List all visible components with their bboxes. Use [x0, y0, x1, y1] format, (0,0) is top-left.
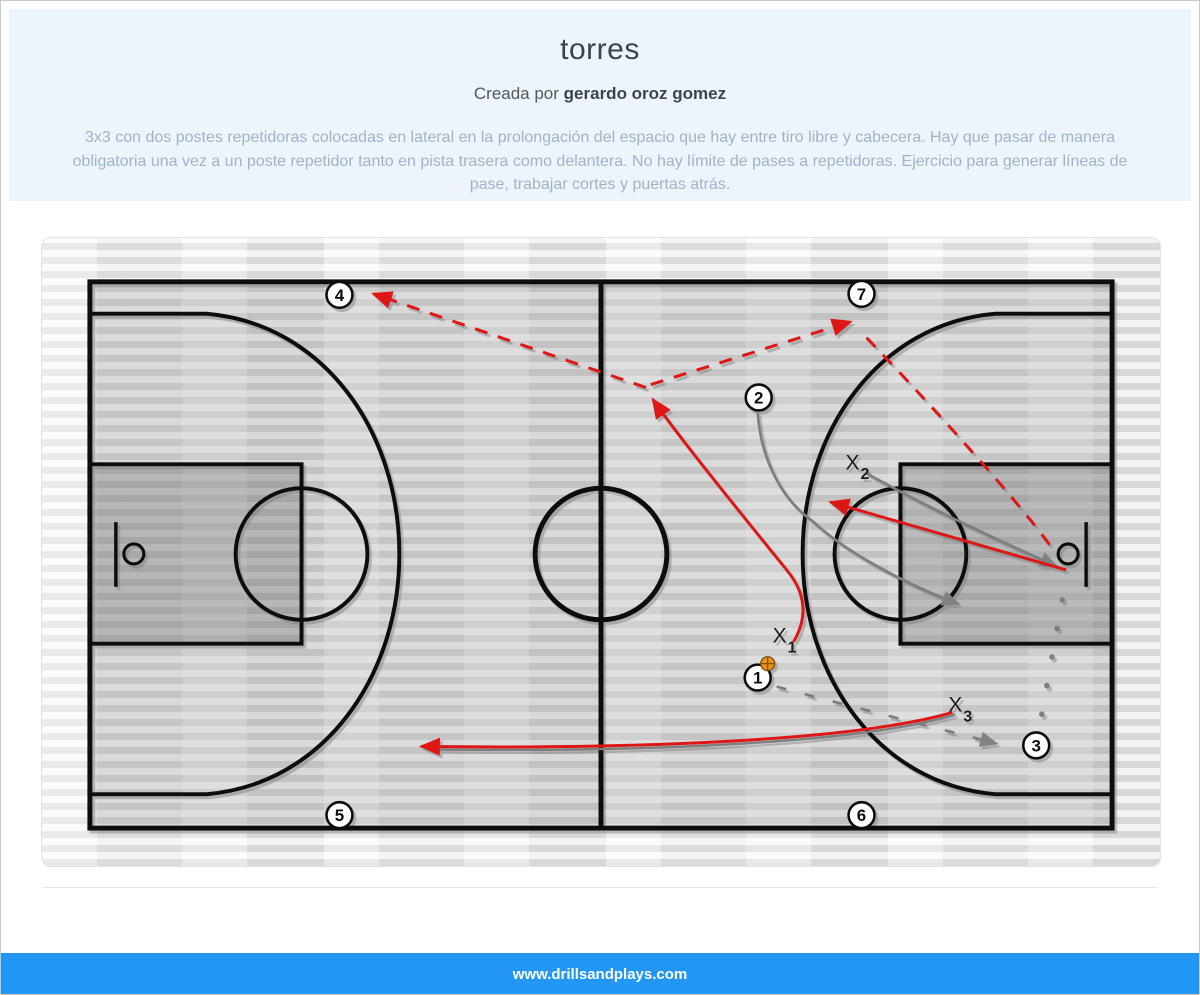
player-marker-4: 4 — [325, 280, 354, 310]
byline: Creada por gerardo oroz gomez — [9, 84, 1191, 104]
svg-text:1: 1 — [753, 669, 762, 688]
svg-text:2: 2 — [754, 388, 763, 407]
author-name: gerardo oroz gomez — [563, 84, 727, 103]
divider — [43, 887, 1157, 888]
right-three-point-line — [800, 311, 1113, 797]
cut-line-player2 — [756, 412, 961, 606]
cut-line-x2 — [865, 472, 1059, 568]
pass-line-1-to-3 — [776, 685, 999, 747]
left-three-point-line — [89, 311, 402, 797]
defender-label-x2: X2 — [846, 451, 870, 483]
player-marker-2: 2 — [744, 383, 773, 412]
left-rim — [122, 542, 146, 566]
player-marker-5: 5 — [325, 800, 354, 830]
svg-text:5: 5 — [335, 806, 344, 825]
svg-text:7: 7 — [857, 285, 866, 304]
court-card: X1 X2 X3 4 7 2 — [41, 237, 1161, 867]
right-free-throw-circle — [832, 486, 969, 622]
left-free-throw-circle — [233, 486, 370, 622]
defender-label-x3: X3 — [948, 694, 972, 726]
dotted-line-basket-to-3 — [1038, 597, 1065, 721]
player-marker-1: 1 — [743, 663, 772, 692]
cut-arrow-basket-to-wing — [828, 498, 1067, 572]
svg-text:6: 6 — [857, 806, 866, 825]
defender-label-x1: X1 — [773, 625, 797, 657]
footer-site-link[interactable]: www.drillsandplays.com — [512, 966, 688, 983]
player-marker-6: 6 — [847, 800, 876, 830]
left-key — [87, 462, 304, 646]
svg-text:4: 4 — [335, 286, 345, 305]
drill-header: torres Creada por gerardo oroz gomez 3x3… — [9, 9, 1191, 201]
basketball-icon — [760, 656, 776, 672]
right-rim — [1056, 542, 1080, 566]
drill-description: 3x3 con dos postes repetidoras colocadas… — [72, 129, 1128, 193]
basketball-court-diagram: X1 X2 X3 4 7 2 — [87, 279, 1115, 831]
pass-arrow-to-4 — [371, 291, 647, 389]
trail-line-x3 — [431, 713, 956, 752]
player-marker-7: 7 — [847, 279, 876, 309]
player-marker-3: 3 — [1021, 731, 1051, 760]
pass-arrow-to-7 — [650, 318, 853, 386]
cut-arrow-x1-up — [651, 397, 805, 643]
page-title: torres — [560, 33, 640, 66]
svg-text:3: 3 — [1032, 736, 1041, 755]
cut-arrow-x3-left — [418, 711, 953, 756]
center-circle — [532, 485, 670, 623]
court-lines — [87, 279, 1115, 831]
byline-prefix: Creada por — [473, 84, 564, 103]
pass-line-7-to-basket — [865, 336, 1053, 548]
footer-bar: www.drillsandplays.com — [1, 953, 1199, 994]
